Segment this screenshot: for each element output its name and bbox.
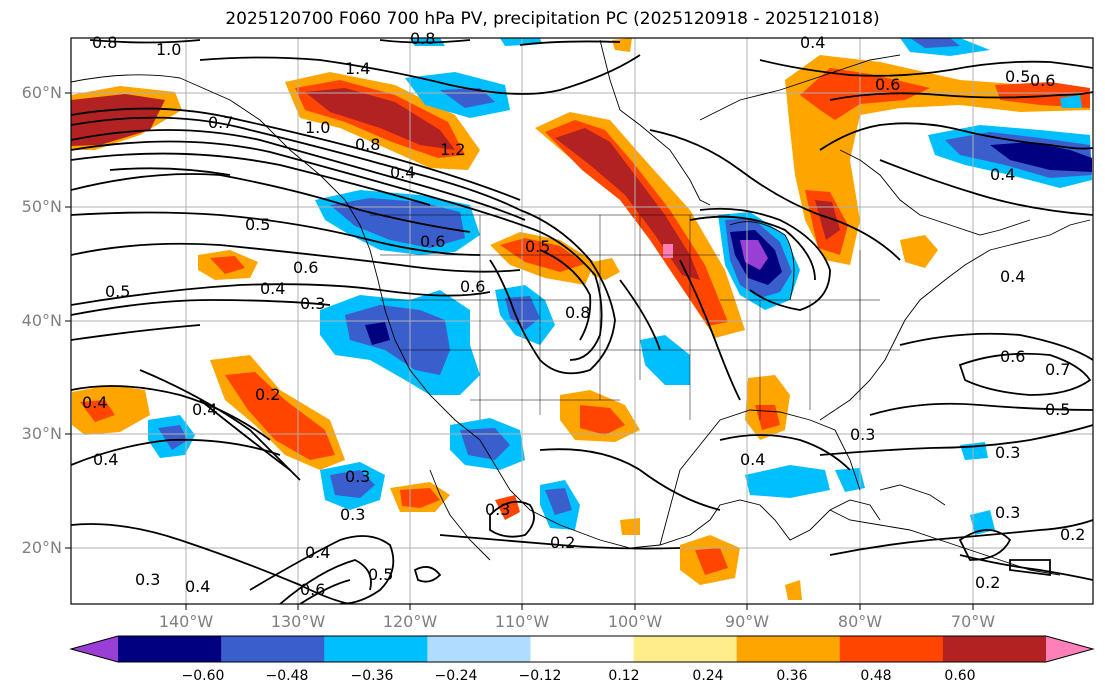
contour-label: 1.0 [156,40,181,59]
colorbar-tick-label: −0.60 [181,668,225,684]
contour-label: 0.6 [300,580,325,599]
lon-label: 140°W [158,612,214,631]
colorbar-tick-label: 0.24 [692,668,724,684]
contour-label: 0.4 [93,450,118,469]
pv-contours [71,39,1093,604]
contour-label: 0.5 [525,237,550,256]
lon-label: 70°W [950,612,996,631]
contour-label: 1.4 [345,59,370,78]
contour-label: 0.2 [255,385,280,404]
lat-label: 20°N [21,538,62,557]
contour-label: 0.6 [875,75,900,94]
lat-label: 30°N [21,424,62,443]
contour-labels: 0.8 1.0 0.8 1.4 0.4 0.6 0.6 0.5 0.7 1.0 … [82,29,1085,599]
colorbar-tick-label: 0.36 [776,668,808,684]
contour-label: 0.7 [1045,360,1070,379]
contour-label: 0.8 [410,29,435,48]
lon-label: 100°W [607,612,663,631]
lon-label: 110°W [494,612,550,631]
contour-label: 0.8 [92,33,117,52]
contour-label: 0.4 [990,165,1015,184]
contour-label: 0.6 [460,277,485,296]
contour-label: 0.5 [1045,400,1070,419]
contour-label: 0.8 [565,303,590,322]
precip-negative-shading [148,38,1092,535]
contour-label: 0.4 [185,577,210,596]
lon-label: 90°W [724,612,770,631]
colorbar-tick-label: −0.12 [518,668,562,684]
contour-label: 0.3 [850,425,875,444]
contour-label: 1.2 [440,140,465,159]
contour-label: 0.4 [800,33,825,52]
contour-label: 0.5 [1005,67,1030,86]
lon-label: 130°W [270,612,326,631]
contour-label: 0.6 [1000,347,1025,366]
lon-label: 80°W [837,612,883,631]
contour-label: 0.3 [345,467,370,486]
colorbar-tick-label: −0.48 [265,668,309,684]
colorbar-tick-label: 0.48 [860,668,892,684]
lon-label: 120°W [382,612,438,631]
contour-label: 0.3 [300,294,325,313]
colorbar-tick-label: 0.60 [944,668,976,684]
contour-label: 0.6 [293,258,318,277]
contour-label: 0.3 [485,500,510,519]
map-title: 2025120700 F060 700 hPa PV, precipitatio… [225,9,880,29]
contour-label: 0.3 [135,570,160,589]
colorbar-tick-label: −0.36 [350,668,394,684]
contour-label: 0.3 [995,443,1020,462]
contour-label: 0.5 [368,565,393,584]
contour-label: 0.2 [975,573,1000,592]
contour-label: 0.7 [208,113,233,132]
contour-label: 0.4 [260,279,285,298]
contour-label: 0.3 [340,505,365,524]
lat-label: 40°N [21,311,62,330]
coastlines [71,39,1091,576]
colorbar-tick-label: 0.12 [608,668,640,684]
tick-marks [65,92,974,610]
contour-label: 0.4 [390,163,415,182]
lat-label: 60°N [21,83,62,102]
lat-label: 50°N [21,197,62,216]
contour-label: 1.0 [305,118,330,137]
contour-label: 0.4 [740,450,765,469]
contour-label: 0.2 [1060,525,1085,544]
contour-label: 0.4 [305,543,330,562]
contour-label: 0.6 [420,232,445,251]
contour-label: 0.8 [355,135,380,154]
contour-label: 0.5 [245,215,270,234]
contour-label: 0.4 [192,400,217,419]
contour-label: 0.4 [82,393,107,412]
colorbar-tick-label: −0.24 [434,668,478,684]
state-borders [370,214,900,420]
contour-label: 0.6 [1030,71,1055,90]
contour-label: 0.5 [105,282,130,301]
contour-label: 0.2 [550,533,575,552]
contour-label: 0.3 [995,503,1020,522]
contour-label: 0.4 [1000,267,1025,286]
